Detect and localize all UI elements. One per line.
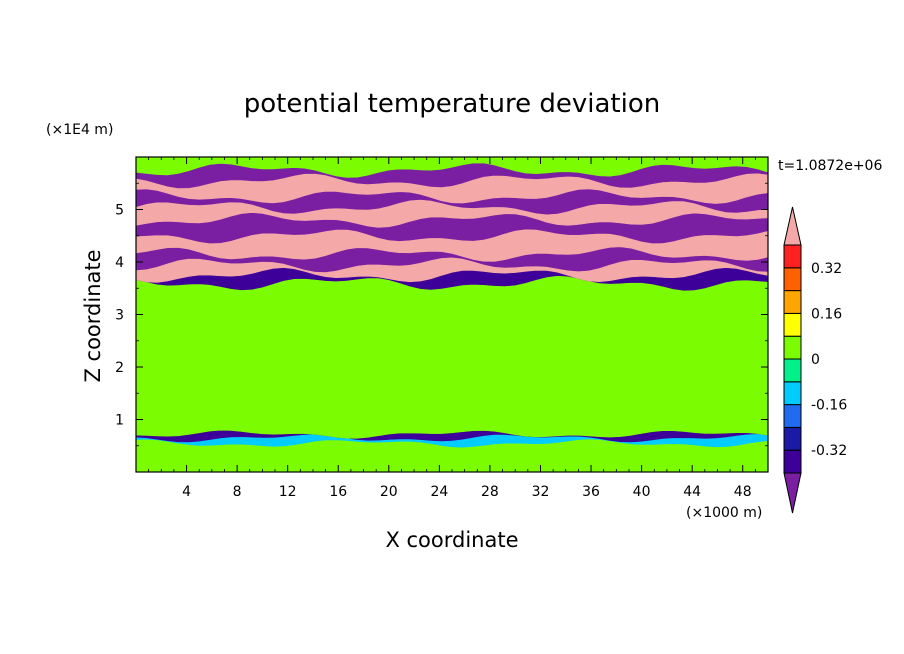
x-tick-label: 16 <box>329 484 347 500</box>
colorbar-swatch <box>783 358 802 383</box>
x-tick-label: 8 <box>233 484 242 500</box>
y-axis-title: Z coordinate <box>81 249 105 382</box>
time-label: t=1.0872e+06 <box>778 158 882 174</box>
contour-band <box>136 383 768 439</box>
contour-band <box>136 275 768 393</box>
colorbar-swatch <box>783 312 802 337</box>
colorbar-label: 0.32 <box>811 261 842 277</box>
x-axis: 4 8 12 16 20 24 28 32 36 40 44 48 <box>148 157 756 500</box>
y-axis-unit: (×1E4 m) <box>46 122 113 138</box>
colorbar-top-arrow <box>783 206 802 246</box>
colorbar-swatch <box>783 290 802 314</box>
y-tick-label: 4 <box>115 255 124 271</box>
chart-title: potential temperature deviation <box>244 89 660 119</box>
x-tick-label: 4 <box>182 484 191 500</box>
colorbar: 0.32 0.16 0 -0.16 -0.32 <box>783 206 847 514</box>
x-tick-label: 40 <box>633 484 651 500</box>
colorbar-swatch <box>783 244 802 269</box>
x-axis-title: X coordinate <box>385 528 518 552</box>
x-axis-unit: (×1000 m) <box>686 505 762 521</box>
x-tick-label: 24 <box>430 484 448 500</box>
x-tick-label: 28 <box>481 484 499 500</box>
colorbar-swatch <box>783 426 802 451</box>
colorbar-label: -0.32 <box>811 443 847 459</box>
colorbar-swatch <box>783 267 802 292</box>
colorbar-label: 0.16 <box>811 306 842 322</box>
y-tick-label: 2 <box>115 360 124 376</box>
contour-band <box>136 157 768 178</box>
colorbar-bottom-arrow <box>783 472 802 514</box>
colorbar-swatch <box>783 404 802 428</box>
colorbar-label: -0.16 <box>811 398 847 414</box>
y-axis: 1 2 3 4 5 <box>115 182 768 447</box>
colorbar-swatch <box>783 381 802 406</box>
x-tick-label: 44 <box>683 484 701 500</box>
colorbar-label: 0 <box>811 352 820 368</box>
x-tick-label: 48 <box>734 484 752 500</box>
x-tick-label: 32 <box>532 484 550 500</box>
colorbar-swatch <box>783 335 802 360</box>
x-tick-label: 36 <box>582 484 600 500</box>
plot-area <box>136 157 768 472</box>
x-tick-label: 12 <box>279 484 297 500</box>
colorbar-swatch <box>783 449 802 474</box>
y-tick-label: 3 <box>115 308 124 324</box>
y-tick-label: 5 <box>115 203 124 219</box>
y-tick-label: 1 <box>115 413 124 429</box>
x-tick-label: 20 <box>380 484 398 500</box>
